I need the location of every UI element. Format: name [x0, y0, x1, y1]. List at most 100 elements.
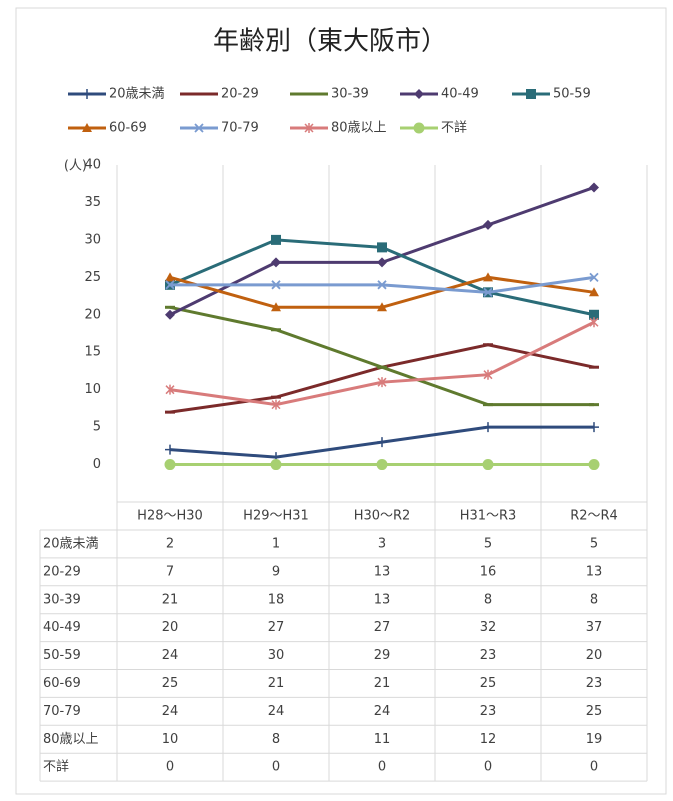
data-point [165, 444, 175, 455]
table-cell: 18 [268, 592, 285, 607]
table-cell: 24 [162, 704, 179, 719]
table-cell: 25 [162, 676, 179, 691]
legend-marker [414, 89, 424, 99]
table-cell: 23 [586, 676, 603, 691]
data-point [271, 280, 281, 290]
data-point [483, 369, 493, 380]
chart-title: 年齢別（東大阪市） [213, 27, 447, 57]
table-cell: 2 [166, 536, 174, 551]
data-point [164, 459, 176, 471]
data-point [165, 384, 175, 395]
data-point [377, 302, 387, 312]
table-cell: 21 [162, 592, 179, 607]
legend-marker [413, 122, 425, 134]
table-cell: 27 [268, 620, 285, 635]
table-row-label: 60-69 [43, 676, 81, 691]
data-point [483, 272, 493, 282]
data-point [376, 459, 388, 471]
y-tick-label: 35 [84, 195, 101, 210]
legend-label: 不詳 [441, 120, 467, 136]
data-point [270, 459, 282, 471]
table-row-label: 50-59 [43, 648, 81, 663]
legend-label: 80歳以上 [331, 121, 387, 136]
data-point [165, 280, 175, 290]
table-cell: 23 [480, 704, 497, 719]
legend-marker [82, 89, 92, 99]
y-tick-label: 30 [84, 232, 101, 247]
data-point [483, 219, 493, 230]
legend-marker [304, 123, 314, 133]
x-tick-label: R2～R4 [570, 509, 618, 524]
x-tick-label: H30～R2 [354, 509, 411, 524]
legend-label: 40-49 [441, 87, 479, 102]
data-point [483, 287, 493, 297]
y-tick-label: 5 [93, 420, 101, 435]
data-point [589, 309, 599, 320]
data-point [377, 280, 387, 290]
table-cell: 8 [272, 732, 280, 747]
table-cell: 0 [166, 760, 174, 775]
table-cell: 27 [374, 620, 391, 635]
table-row-label: 80歳以上 [43, 732, 99, 747]
y-tick-label: 0 [93, 457, 101, 472]
table-cell: 24 [162, 648, 179, 663]
table-row-label: 30-39 [43, 592, 81, 607]
y-tick-label: 10 [84, 382, 101, 397]
x-tick-label: H28～H30 [137, 509, 203, 524]
table-cell: 29 [374, 648, 391, 663]
data-point [589, 317, 599, 328]
legend-label: 20歳未満 [109, 87, 165, 102]
y-tick-label: 15 [84, 345, 101, 360]
data-point [377, 257, 387, 268]
data-point [165, 309, 175, 320]
table-cell: 12 [480, 732, 497, 747]
table-cell: 10 [162, 732, 179, 747]
table-row-label: 不詳 [43, 759, 69, 775]
table-cell: 24 [268, 704, 285, 719]
data-point [482, 459, 494, 471]
data-point [588, 459, 600, 471]
table-cell: 13 [374, 564, 391, 579]
data-point [589, 272, 599, 282]
x-tick-label: H29～H31 [243, 509, 309, 524]
legend-label: 50-59 [553, 87, 591, 102]
table-cell: 0 [484, 760, 492, 775]
table-cell: 3 [378, 536, 386, 551]
table-row-label: 40-49 [43, 620, 81, 635]
data-point [377, 437, 387, 448]
table-cell: 11 [374, 732, 391, 747]
data-point [377, 242, 387, 253]
data-point [589, 422, 599, 433]
table-cell: 13 [586, 564, 603, 579]
data-point [377, 377, 387, 388]
data-point [271, 399, 281, 410]
table-cell: 5 [484, 536, 492, 551]
table-cell: 21 [268, 676, 285, 691]
table-cell: 25 [480, 676, 497, 691]
table-cell: 8 [484, 592, 492, 607]
table-cell: 0 [590, 760, 598, 775]
y-tick-label: 40 [84, 158, 101, 173]
legend-label: 70-79 [221, 121, 259, 136]
table-cell: 8 [590, 592, 598, 607]
table-cell: 30 [268, 648, 285, 663]
data-point [271, 234, 281, 245]
table-cell: 37 [586, 620, 603, 635]
data-point [589, 287, 599, 297]
y-tick-label: 25 [84, 270, 101, 285]
legend-label: 20-29 [221, 87, 259, 102]
legend-label: 60-69 [109, 121, 147, 136]
table-cell: 20 [162, 620, 179, 635]
table-cell: 25 [586, 704, 603, 719]
table-cell: 24 [374, 704, 391, 719]
data-point [271, 302, 281, 312]
table-cell: 21 [374, 676, 391, 691]
table-cell: 23 [480, 648, 497, 663]
table-cell: 0 [378, 760, 386, 775]
legend-marker [526, 89, 536, 99]
table-row-label: 20-29 [43, 564, 81, 579]
table-row-label: 20歳未満 [43, 536, 99, 551]
table-cell: 7 [166, 564, 174, 579]
legend-marker [82, 123, 92, 132]
table-cell: 16 [480, 564, 497, 579]
